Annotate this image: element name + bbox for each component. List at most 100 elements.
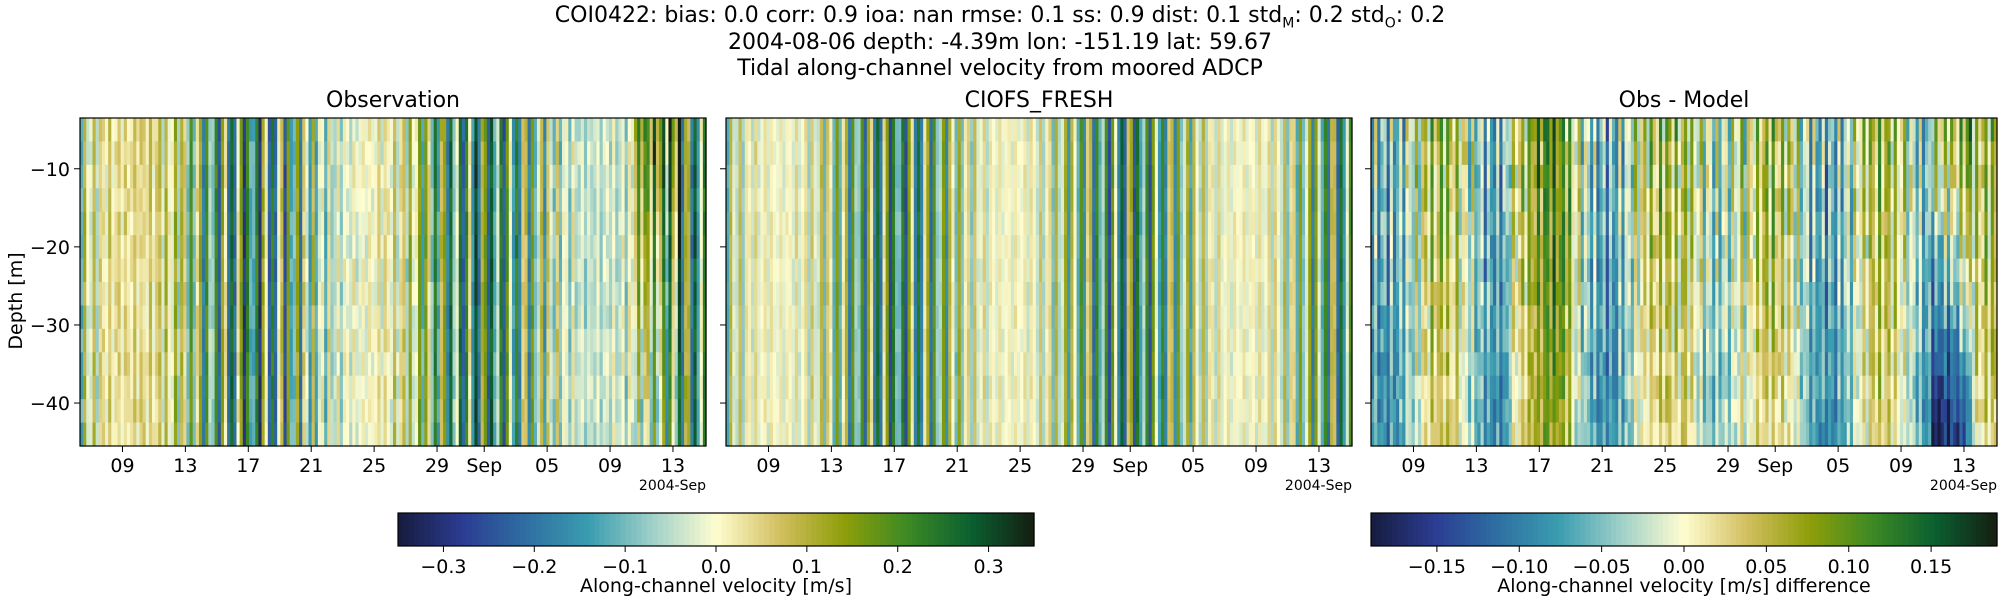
heatmap-cell: [1054, 258, 1059, 283]
heatmap-cell: [772, 282, 777, 307]
heatmap-cell: [910, 235, 915, 260]
heatmap-cell: [1007, 282, 1012, 307]
heatmap-cell: [624, 282, 629, 307]
heatmap-cell: [1117, 422, 1121, 447]
heatmap-cell: [995, 258, 999, 283]
heatmap-cell: [1060, 235, 1065, 260]
heatmap-cell: [158, 399, 162, 424]
heatmap-cell: [496, 235, 501, 260]
heatmap-cell: [280, 211, 285, 236]
heatmap-cell: [408, 164, 413, 189]
heatmap-cell: [1151, 399, 1156, 424]
heatmap-cell: [339, 352, 344, 377]
heatmap-cell: [1186, 258, 1190, 283]
heatmap-cell: [982, 305, 987, 330]
heatmap-cell: [1035, 118, 1040, 143]
heatmap-cell: [374, 141, 378, 166]
heatmap-cell: [910, 118, 915, 143]
heatmap-cell: [926, 352, 931, 377]
heatmap-cell: [83, 375, 87, 400]
heatmap-cell: [236, 328, 241, 353]
heatmap-cell: [926, 282, 931, 307]
heatmap-cell: [274, 188, 278, 213]
heatmap-cell: [1004, 164, 1009, 189]
heatmap-cell: [854, 352, 859, 377]
heatmap-cell: [436, 211, 441, 236]
heatmap-cell: [898, 211, 902, 236]
heatmap-cell: [807, 352, 812, 377]
heatmap-cell: [680, 188, 685, 213]
heatmap-cell: [1073, 328, 1078, 353]
heatmap-cell: [1182, 399, 1187, 424]
heatmap-cell: [726, 211, 730, 236]
heatmap-cell: [80, 305, 84, 330]
heatmap-cell: [791, 305, 796, 330]
heatmap-cell: [1129, 141, 1134, 166]
heatmap-cell: [976, 399, 981, 424]
heatmap-cell: [1042, 375, 1046, 400]
heatmap-cell: [1110, 118, 1115, 143]
heatmap-cell: [967, 399, 971, 424]
heatmap-cell: [480, 352, 485, 377]
heatmap-cell: [788, 282, 793, 307]
heatmap-cell: [148, 211, 153, 236]
heatmap-cell: [355, 375, 360, 400]
heatmap-cell: [992, 375, 996, 400]
heatmap-cell: [258, 188, 263, 213]
heatmap-cell: [982, 282, 987, 307]
heatmap-cell: [295, 399, 300, 424]
heatmap-cell: [189, 118, 194, 143]
heatmap-cell: [1054, 282, 1059, 307]
heatmap-cell: [1067, 164, 1071, 189]
heatmap-cell: [671, 258, 676, 283]
heatmap-cell: [358, 399, 363, 424]
heatmap-cell: [474, 188, 479, 213]
heatmap-cell: [794, 188, 799, 213]
heatmap-cell: [1164, 211, 1168, 236]
heatmap-cell: [973, 164, 977, 189]
heatmap-cell: [913, 164, 918, 189]
heatmap-cell: [851, 164, 855, 189]
heatmap-cell: [929, 282, 934, 307]
heatmap-cell: [186, 211, 191, 236]
heatmap-cell: [405, 282, 410, 307]
heatmap-cell: [1039, 399, 1043, 424]
heatmap-cell: [1164, 328, 1168, 353]
heatmap-cell: [680, 328, 685, 353]
heatmap-cell: [311, 282, 316, 307]
heatmap-cell: [283, 352, 288, 377]
heatmap-cell: [1020, 399, 1024, 424]
heatmap-cell: [214, 188, 219, 213]
heatmap-cell: [1198, 328, 1203, 353]
heatmap-cell: [970, 188, 974, 213]
heatmap-cell: [148, 422, 153, 447]
heatmap-cell: [1101, 352, 1106, 377]
heatmap-cell: [443, 328, 447, 353]
heatmap-cell: [477, 328, 482, 353]
heatmap-cell: [1167, 422, 1172, 447]
heatmap-cell: [860, 141, 865, 166]
heatmap-cell: [854, 375, 859, 400]
heatmap-cell: [1142, 118, 1147, 143]
heatmap-cell: [732, 399, 736, 424]
heatmap-cell: [590, 352, 594, 377]
heatmap-cell: [277, 258, 281, 283]
heatmap-cell: [1051, 352, 1056, 377]
heatmap-cell: [324, 422, 328, 447]
heatmap-cell: [505, 328, 510, 353]
heatmap-cell: [374, 258, 378, 283]
heatmap-cell: [630, 188, 635, 213]
heatmap-cell: [1167, 328, 1172, 353]
heatmap-cell: [888, 211, 893, 236]
heatmap-cell: [866, 141, 871, 166]
heatmap-cell: [1167, 141, 1172, 166]
heatmap-cell: [245, 399, 250, 424]
heatmap-cell: [945, 258, 949, 283]
heatmap-cell: [699, 422, 704, 447]
heatmap-cell: [926, 399, 931, 424]
heatmap-cell: [687, 118, 691, 143]
heatmap-cell: [801, 164, 805, 189]
heatmap-cell: [744, 258, 749, 283]
heatmap-cell: [932, 282, 937, 307]
heatmap-cell: [618, 375, 623, 400]
